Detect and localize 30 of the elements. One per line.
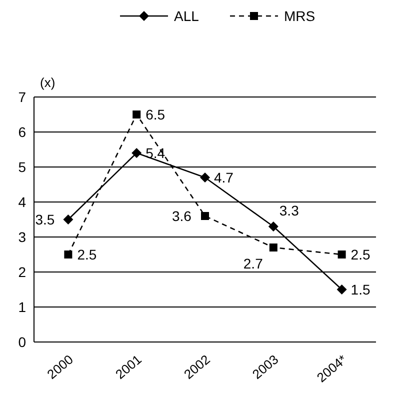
point (268, 222, 278, 232)
point (269, 244, 278, 252)
point (336, 284, 347, 294)
point (132, 110, 141, 118)
data-label: 3.5 (35, 211, 55, 228)
y-tick-label: 0 (18, 334, 26, 350)
data-label: 1.5 (350, 281, 370, 298)
point (338, 250, 346, 258)
data-label: 2.5 (350, 246, 370, 262)
y-tick-label: 7 (18, 88, 26, 105)
legend-label: ALL (174, 8, 200, 24)
data-label: 3.6 (172, 208, 192, 224)
y-tick-label: 5 (18, 158, 26, 175)
data-label: 2.5 (77, 246, 97, 262)
point (201, 212, 209, 220)
point (132, 148, 142, 158)
y-tick-label: 6 (18, 124, 26, 140)
y-tick-label: 3 (18, 228, 26, 245)
y-tick-label: 1 (18, 298, 26, 315)
data-label: 6.5 (146, 106, 166, 122)
legend-label: MRS (284, 8, 316, 24)
y-axis-title: (x) (40, 75, 56, 90)
data-label: 4.7 (214, 169, 234, 186)
data-label: 2.7 (243, 255, 264, 272)
y-tick-label: 4 (18, 194, 26, 210)
point (200, 172, 210, 182)
point (63, 214, 74, 224)
point (64, 250, 72, 258)
y-tick-label: 2 (18, 264, 26, 280)
data-label: 3.3 (279, 202, 300, 218)
